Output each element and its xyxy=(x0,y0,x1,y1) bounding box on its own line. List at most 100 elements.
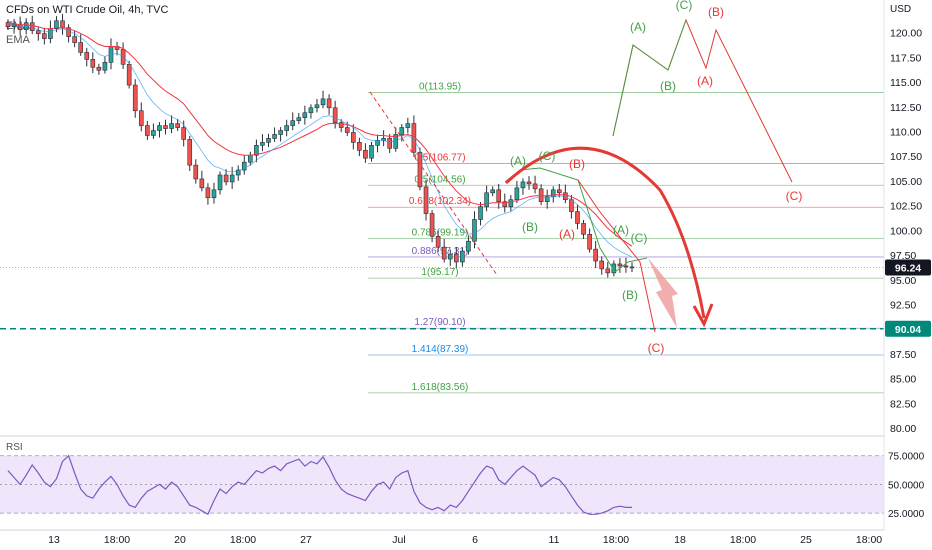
candle-body xyxy=(241,161,247,171)
candle-body xyxy=(460,250,465,263)
candle-body xyxy=(266,138,271,143)
candle-body xyxy=(290,120,296,126)
wave-label: (C) xyxy=(676,0,693,12)
candle-body xyxy=(23,22,29,30)
candle-body xyxy=(78,42,83,53)
candle-body xyxy=(29,22,35,31)
candle-body xyxy=(54,20,59,30)
x-tick-label: Jul xyxy=(392,534,405,546)
y-tick-label: 107.50 xyxy=(890,151,922,163)
candle-body xyxy=(169,123,174,129)
candle-body xyxy=(60,20,65,29)
wave-label: (B) xyxy=(622,288,638,302)
candle-body xyxy=(502,201,508,207)
wave-label: (A) xyxy=(510,154,526,168)
candle-body xyxy=(42,33,47,39)
candle-body xyxy=(514,187,520,201)
candle-body xyxy=(175,123,180,128)
candle-body xyxy=(617,263,623,267)
candle-body xyxy=(454,253,459,263)
candle-body xyxy=(223,174,229,183)
y-tick-label: 85.00 xyxy=(890,374,916,386)
candle-body xyxy=(278,130,283,135)
price-badge xyxy=(885,320,931,337)
candle-body xyxy=(211,189,217,199)
wave-label: (A) xyxy=(559,227,575,241)
candle-body xyxy=(351,132,356,143)
x-tick-label: 18:00 xyxy=(730,534,756,546)
grid xyxy=(0,435,932,531)
y-tick-label: 82.50 xyxy=(890,398,916,410)
candle-body xyxy=(66,27,71,37)
wave-label: (B) xyxy=(569,157,585,171)
rsi-legend: RSI xyxy=(6,442,23,453)
candle-body xyxy=(441,246,447,260)
fib-level-label: 1.414(87.39) xyxy=(412,344,469,355)
wave-label: (B) xyxy=(522,220,538,234)
candle-body xyxy=(611,263,617,274)
rsi-tick-label: 50.0000 xyxy=(888,480,925,491)
candle-body xyxy=(405,123,411,128)
candle-body xyxy=(484,192,489,207)
wave-label: (A) xyxy=(697,74,713,88)
y-tick-label: 117.50 xyxy=(890,52,921,64)
candle-body xyxy=(605,268,611,274)
candle-body xyxy=(387,138,392,149)
fib-level-label: 0.886(97.31) xyxy=(412,246,469,257)
y-tick-label: 115.00 xyxy=(890,77,921,89)
candle-body xyxy=(187,139,193,166)
candle-body xyxy=(593,248,598,262)
candle-body xyxy=(5,22,11,28)
y-tick-label: 80.00 xyxy=(890,423,916,435)
wave-label: (B) xyxy=(708,5,724,19)
candle-body xyxy=(472,219,477,242)
candle-body xyxy=(557,189,562,194)
ema-lines xyxy=(7,22,633,258)
wave-green-projection xyxy=(612,19,687,137)
price-badge-label: 90.04 xyxy=(895,324,921,336)
wave-label: (C) xyxy=(786,189,803,203)
candle-body xyxy=(629,266,635,269)
x-tick-label: 18:00 xyxy=(104,534,130,546)
candles xyxy=(5,13,635,278)
y-tick-label: 102.50 xyxy=(890,201,922,213)
candle-body xyxy=(151,130,156,136)
rsi-panel xyxy=(0,454,884,516)
candle-body xyxy=(284,125,289,131)
y-tick-label: 105.00 xyxy=(890,176,922,188)
ema-slow-line xyxy=(7,22,633,247)
fib-level-label: 1.27(90.10) xyxy=(414,317,465,328)
candle-body xyxy=(296,117,302,121)
candle-body xyxy=(132,84,138,112)
candle-body xyxy=(526,181,532,185)
candle-body xyxy=(248,154,253,163)
candle-body xyxy=(332,107,338,123)
candle-body xyxy=(429,213,435,237)
candle-body xyxy=(399,127,405,135)
wave-label: (A) xyxy=(630,20,646,34)
candle-body xyxy=(181,127,186,140)
y-tick-label: 120.00 xyxy=(890,28,922,40)
wave-label: (C) xyxy=(539,149,556,163)
x-tick-label: 6 xyxy=(472,534,478,546)
candle-body xyxy=(205,187,211,199)
candle-body xyxy=(569,199,574,212)
candle-body xyxy=(344,127,350,133)
rsi-tick-label: 25.0000 xyxy=(888,509,925,520)
candle-body xyxy=(599,260,605,270)
candle-body xyxy=(260,142,265,146)
candle-body xyxy=(302,112,308,118)
candle-body xyxy=(520,181,526,189)
candle-body xyxy=(35,30,41,34)
x-tick-label: 27 xyxy=(300,534,312,546)
candle-body xyxy=(326,98,332,109)
small-down-arrow xyxy=(648,258,678,328)
candle-body xyxy=(199,178,205,189)
candle-body xyxy=(357,142,362,151)
y-tick-label: 92.50 xyxy=(890,299,916,311)
candle-body xyxy=(254,145,259,156)
chart-title: CFDs on WTI Crude Oil, 4h, TVC xyxy=(6,4,169,16)
ema-fast-line xyxy=(7,22,633,258)
x-tick-label: 20 xyxy=(174,534,186,546)
